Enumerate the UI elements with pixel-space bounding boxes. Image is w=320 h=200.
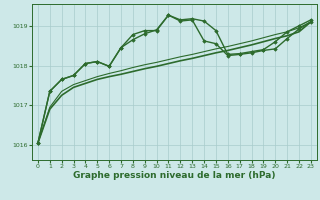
X-axis label: Graphe pression niveau de la mer (hPa): Graphe pression niveau de la mer (hPa) [73, 171, 276, 180]
